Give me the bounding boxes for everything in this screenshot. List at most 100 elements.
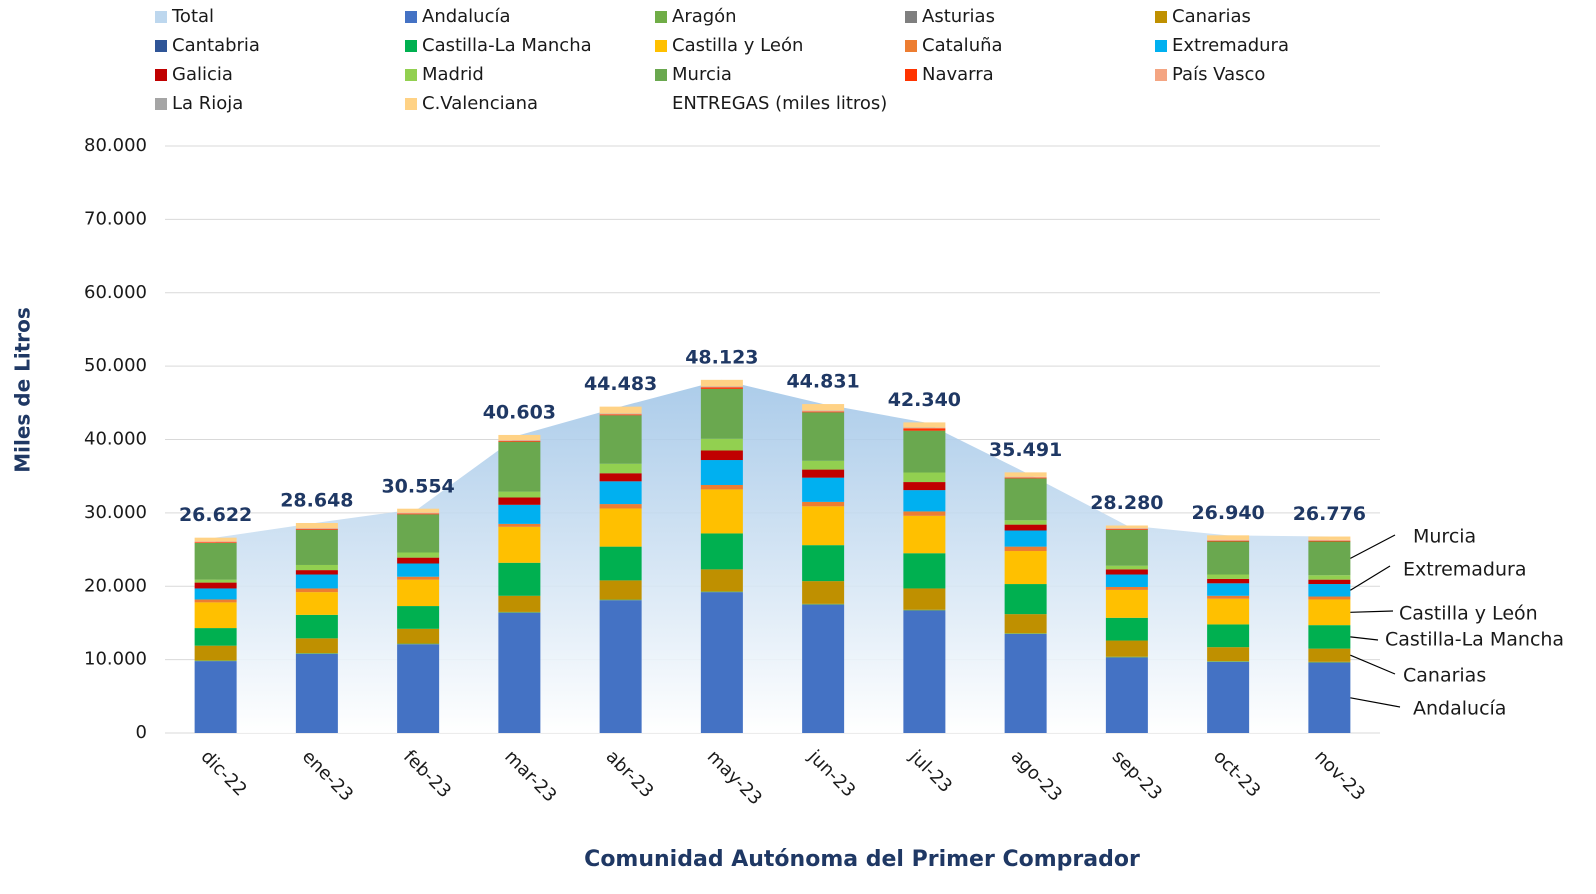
- total-label: 35.491: [989, 439, 1062, 461]
- bar-segment: [1106, 587, 1148, 590]
- bar-segment: [903, 431, 945, 473]
- bar-segment: [1308, 575, 1350, 579]
- bar-segment: [1005, 634, 1047, 733]
- x-tick-label: ago-23: [1007, 746, 1067, 806]
- bar-segment: [600, 600, 642, 733]
- bar-segment: [1308, 662, 1350, 663]
- bar-segment: [600, 464, 642, 474]
- bar-segment: [701, 489, 743, 533]
- legend-swatch: [155, 40, 167, 52]
- bar-segment: [1005, 520, 1047, 524]
- y-tick-label: 80.000: [84, 135, 147, 156]
- bar-segment: [397, 643, 439, 644]
- legend-swatch: [905, 11, 917, 23]
- bar-segment: [296, 575, 338, 589]
- bar-segment: [802, 478, 844, 502]
- bar-segment: [1207, 541, 1249, 574]
- bar-segment: [1308, 649, 1350, 662]
- bar-segment: [498, 613, 540, 733]
- total-label: 26.622: [179, 504, 252, 526]
- bar-segment: [1106, 618, 1148, 641]
- legend-label: Cataluña: [922, 35, 1003, 56]
- legend-label: Total: [171, 6, 214, 27]
- y-tick-label: 40.000: [84, 429, 147, 450]
- bar-segment: [701, 451, 743, 461]
- x-axis-title: Comunidad Autónoma del Primer Comprador: [584, 847, 1140, 872]
- annotation: Andalucía: [1413, 698, 1506, 720]
- bar-segment: [1308, 537, 1350, 540]
- legend-swatch: [655, 69, 667, 81]
- y-axis-title: Miles de Litros: [11, 307, 35, 473]
- bar-segment: [802, 506, 844, 545]
- bar-segment: [1207, 540, 1249, 541]
- bar-segment: [903, 490, 945, 511]
- bar-segment: [701, 533, 743, 569]
- bar-segment: [397, 644, 439, 733]
- bar-segment: [1207, 535, 1249, 540]
- bar-segment: [195, 541, 237, 542]
- y-tick-label: 10.000: [84, 649, 147, 670]
- bar-segment: [498, 524, 540, 527]
- bar-segment: [498, 527, 540, 563]
- annotation: Castilla y León: [1399, 603, 1538, 625]
- bar-segment: [498, 505, 540, 524]
- legend-label: Cantabria: [172, 35, 260, 56]
- bar-segment: [600, 473, 642, 481]
- legend-swatch: [405, 11, 417, 23]
- bar-segment: [600, 414, 642, 415]
- leader-line: [1350, 637, 1378, 640]
- legend-swatch: [1155, 69, 1167, 81]
- bar-segment: [802, 502, 844, 506]
- bar-segment: [1106, 641, 1148, 657]
- bar-segment: [802, 470, 844, 478]
- bar-segment: [1005, 547, 1047, 551]
- bar-segment: [701, 439, 743, 451]
- bar-segment: [195, 660, 237, 661]
- bar-segment: [296, 528, 338, 529]
- bar-segment: [600, 407, 642, 414]
- total-label: 26.776: [1293, 503, 1366, 525]
- bar-segment: [1207, 599, 1249, 625]
- leader-line: [1350, 655, 1395, 674]
- total-label: 30.554: [381, 475, 454, 497]
- legend-label: Extremadura: [1172, 35, 1289, 56]
- x-tick-label: jul-23: [905, 746, 956, 797]
- x-tick-label: oct-23: [1209, 746, 1264, 801]
- bar-segment: [1106, 529, 1148, 530]
- legend-label: Castilla-La Mancha: [422, 35, 592, 56]
- bar-segment: [195, 580, 237, 583]
- bar-segment: [397, 514, 439, 552]
- legend-swatch: [155, 69, 167, 81]
- bar-segment: [802, 461, 844, 470]
- legend-label: País Vasco: [1172, 64, 1265, 85]
- annotation: Canarias: [1403, 665, 1486, 687]
- total-label: 44.831: [786, 371, 859, 393]
- bar-segment: [1207, 575, 1249, 579]
- bar-segment: [1005, 478, 1047, 479]
- bar-segment: [397, 606, 439, 629]
- bar-segment: [903, 428, 945, 429]
- bar-segment: [903, 422, 945, 427]
- bar-segment: [498, 612, 540, 613]
- bar-segment: [1005, 472, 1047, 476]
- bar-segment: [1308, 541, 1350, 542]
- bar-segment: [296, 654, 338, 733]
- bar-segment: [1106, 657, 1148, 733]
- legend-label: Canarias: [1172, 6, 1251, 27]
- bar-segment: [498, 596, 540, 612]
- bar-segment: [1308, 584, 1350, 596]
- bar-segment: [296, 615, 338, 638]
- bar-segment: [903, 610, 945, 733]
- legend-swatch: [1155, 11, 1167, 23]
- bar-segment: [1005, 584, 1047, 614]
- bar-segment: [903, 516, 945, 553]
- bar-segment: [600, 580, 642, 599]
- x-tick-label: mar-23: [500, 746, 560, 806]
- legend-label: Andalucía: [422, 6, 511, 27]
- bar-segment: [1207, 624, 1249, 647]
- bar-segment: [296, 653, 338, 654]
- bar-segment: [600, 504, 642, 508]
- bar-segment: [296, 523, 338, 528]
- bar-segment: [1308, 663, 1350, 733]
